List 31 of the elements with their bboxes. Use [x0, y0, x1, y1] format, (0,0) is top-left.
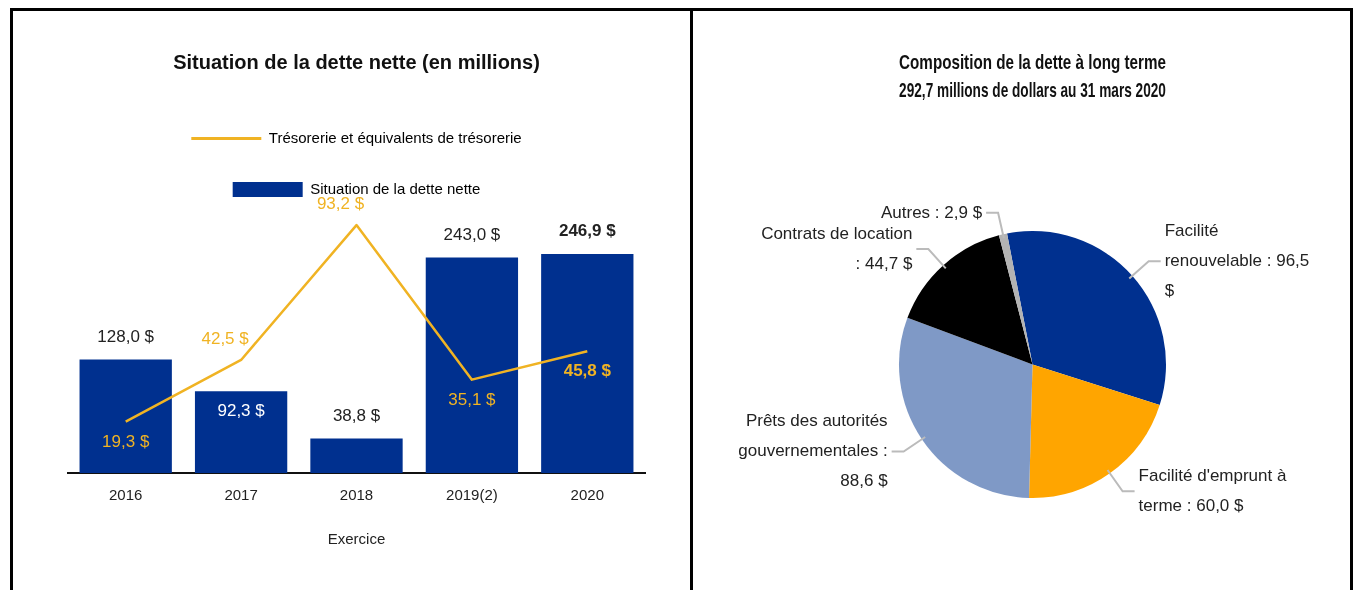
chart-title: Composition de la dette à long terme [899, 50, 1166, 74]
x-axis-title: Exercice [327, 530, 386, 548]
bar [541, 254, 634, 473]
data-label: 92,3 $ [217, 401, 266, 421]
slice-label: Contrats de location : 44,7 $ [761, 223, 913, 273]
data-label: 243,0 $ [443, 224, 501, 244]
x-tick-label: 2018 [339, 486, 374, 504]
slice-label: Facilité d'emprunt à terme : 60,0 $ [1138, 465, 1287, 515]
slice-label: Prêts des autorités gouvernementales : 88,6 $ [738, 411, 889, 491]
bar [194, 391, 288, 473]
chart-title: Situation de la dette nette (en millions) [173, 50, 540, 73]
data-label: 128,0 $ [97, 326, 155, 346]
data-label: 19,3 $ [102, 431, 150, 451]
bar [310, 438, 403, 473]
data-label: 38,8 $ [332, 405, 381, 425]
x-tick-label: 2016 [109, 486, 143, 504]
data-label: 35,1 $ [448, 389, 497, 409]
slice-label: Facilité renouvelable : 96,5 $ [1164, 220, 1310, 300]
bar [425, 257, 519, 473]
data-label: 45,8 $ [563, 361, 612, 381]
legend-label: Trésorerie et équivalents de trésorerie [268, 128, 522, 146]
chart-subtitle: 292,7 millions de dollars au 31 mars 2020 [899, 78, 1166, 102]
data-label: 93,2 $ [316, 194, 365, 214]
x-tick-label: 2017 [224, 486, 258, 504]
x-tick-label: 2020 [570, 486, 604, 504]
data-label: 246,9 $ [558, 221, 617, 241]
legend-label: Situation de la dette nette [310, 179, 481, 197]
bar [79, 359, 172, 473]
x-tick-label: 2019(2) [446, 486, 498, 504]
data-label: 42,5 $ [201, 329, 250, 349]
slice-label: Autres : 2,9 $ [880, 202, 983, 222]
